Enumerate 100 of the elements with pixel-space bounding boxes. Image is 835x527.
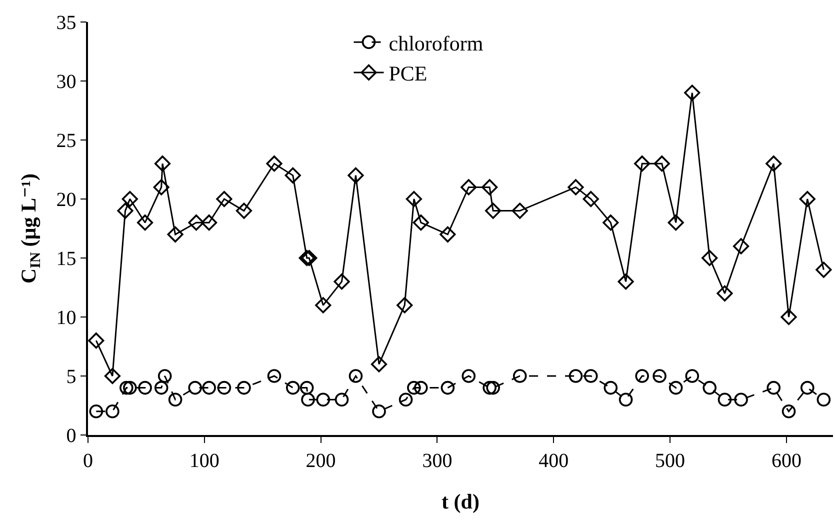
point	[684, 84, 700, 101]
point	[440, 226, 456, 242]
point	[284, 167, 301, 184]
point	[702, 380, 717, 395]
point	[315, 297, 332, 314]
point	[604, 380, 618, 395]
y-tick-label: 10	[56, 307, 76, 329]
point	[782, 404, 796, 418]
legend-label: PCE	[388, 62, 428, 86]
point	[816, 262, 832, 278]
point	[138, 380, 152, 395]
point	[348, 167, 364, 184]
point	[800, 380, 814, 395]
point	[154, 156, 171, 172]
point	[440, 380, 455, 395]
point	[799, 190, 816, 208]
point	[734, 392, 748, 406]
point	[512, 369, 527, 383]
point	[668, 380, 683, 395]
point	[685, 369, 700, 383]
point	[300, 380, 314, 395]
point	[334, 274, 350, 290]
point	[154, 380, 168, 395]
point	[88, 332, 104, 349]
point	[372, 404, 386, 418]
point	[485, 202, 502, 219]
point	[104, 368, 120, 384]
x-tick-label: 0	[83, 450, 93, 472]
point	[267, 369, 282, 383]
legend-label: chloroform	[388, 31, 484, 56]
point	[316, 392, 330, 406]
point	[236, 202, 252, 219]
point	[732, 238, 750, 254]
point	[201, 214, 218, 231]
point	[153, 179, 170, 196]
point	[188, 214, 204, 231]
x-axis-title: t (d)	[442, 490, 480, 514]
point	[266, 156, 282, 172]
point	[370, 356, 388, 372]
x-tick-label: 200	[306, 450, 336, 472]
point	[237, 380, 251, 395]
x-tick-label: 300	[422, 450, 452, 472]
x-tick-label: 500	[655, 450, 686, 472]
point	[512, 202, 528, 219]
point	[816, 392, 831, 406]
point	[618, 392, 633, 406]
point	[167, 226, 184, 242]
point	[348, 369, 363, 383]
point	[668, 214, 684, 231]
y-tick-label: 5	[66, 366, 76, 388]
point	[412, 214, 429, 231]
x-tick-label: 400	[538, 450, 569, 472]
y-tick-label: 35	[56, 12, 76, 34]
point	[766, 156, 782, 172]
y-tick-label: 30	[56, 71, 76, 93]
point	[216, 190, 232, 208]
x-tick-label: 600	[771, 450, 802, 472]
point	[136, 214, 154, 231]
point	[396, 297, 413, 314]
point	[117, 202, 134, 219]
point	[635, 369, 649, 383]
point	[716, 285, 733, 302]
point	[120, 380, 134, 395]
x-tick-label: 100	[189, 450, 220, 472]
point	[568, 369, 583, 383]
point	[407, 380, 421, 395]
point	[414, 380, 428, 395]
point	[582, 190, 599, 208]
point	[568, 179, 584, 196]
point	[652, 369, 666, 383]
point	[202, 380, 216, 395]
point	[634, 156, 650, 172]
y-tick-label: 0	[66, 425, 76, 447]
point	[584, 369, 598, 383]
point	[406, 190, 422, 208]
point	[486, 380, 500, 395]
point	[106, 404, 120, 418]
y-tick-label: 20	[56, 189, 76, 211]
point	[602, 214, 619, 231]
y-tick-label: 15	[56, 248, 76, 270]
point	[188, 380, 202, 395]
point	[482, 380, 496, 395]
point	[89, 404, 104, 418]
point	[122, 190, 138, 208]
point	[398, 392, 413, 406]
point	[168, 392, 182, 406]
point	[123, 380, 137, 395]
point	[217, 380, 232, 395]
point	[460, 179, 477, 196]
point	[301, 392, 315, 406]
point	[702, 250, 718, 266]
point	[334, 392, 349, 406]
point	[780, 308, 797, 326]
point	[482, 179, 498, 196]
point	[766, 380, 781, 395]
point	[286, 380, 300, 395]
point	[718, 392, 732, 406]
point	[618, 274, 634, 290]
point	[462, 369, 476, 383]
point	[158, 369, 172, 383]
